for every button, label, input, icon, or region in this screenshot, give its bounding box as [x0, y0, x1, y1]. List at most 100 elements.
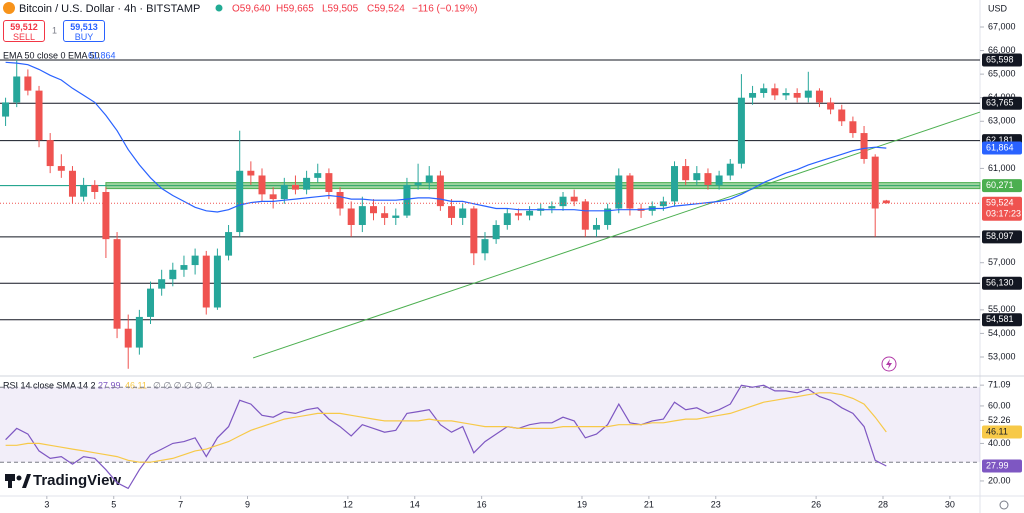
plot-layer	[0, 59, 981, 490]
candle-body	[514, 213, 522, 216]
ema-badge-bg	[982, 141, 1022, 155]
x-tick-label: 3	[44, 499, 49, 509]
y-tick-label: 66,000	[988, 45, 1016, 55]
candle-body	[570, 196, 578, 202]
candle-body	[682, 166, 690, 181]
x-tick-label: 19	[577, 499, 587, 509]
symbol-title: Bitcoin / U.S. Dollar · 4h · BITSTAMP	[19, 3, 200, 15]
sell-price: 59,512	[10, 22, 38, 32]
candle-body	[793, 92, 801, 98]
level-label-bg	[982, 230, 1022, 244]
candle-body	[180, 265, 188, 270]
level-label: 56,130	[986, 278, 1014, 288]
spread: 1	[52, 25, 57, 35]
candle-body	[392, 215, 400, 218]
candle-body	[258, 175, 266, 195]
ema-legend: EMA 50 close 0 EMA 50	[3, 50, 100, 60]
settings-icon[interactable]	[999, 500, 1009, 510]
candle-body	[737, 97, 745, 164]
candle-body	[202, 255, 210, 308]
candle-body	[882, 200, 890, 204]
candle-body	[804, 90, 812, 98]
candle-body	[369, 206, 377, 214]
candle-body	[325, 173, 333, 192]
candle-body	[604, 208, 612, 225]
logo-mark	[16, 475, 22, 481]
candle-body	[704, 173, 712, 185]
y-tick-label: 61,000	[988, 163, 1016, 173]
candle-body	[102, 191, 110, 240]
sell-button[interactable]: 59,512 SELL	[3, 20, 45, 42]
ohlc-high: H59,665	[276, 4, 314, 15]
candle-body	[35, 90, 43, 141]
rsi-badge: 27.99	[986, 460, 1009, 470]
candle-body	[782, 92, 790, 96]
candle-body	[671, 166, 679, 202]
candle-body	[303, 177, 311, 190]
level-label-bg	[982, 313, 1022, 327]
candle-body	[314, 173, 322, 178]
candle-body	[815, 90, 823, 103]
x-tick-label: 12	[343, 499, 353, 509]
candle-body	[347, 208, 355, 225]
countdown: 03:17:23	[986, 209, 1021, 219]
y-tick-label: 54,000	[988, 328, 1016, 338]
candle-body	[57, 166, 65, 171]
rsi-legend: RSI 14 close SMA 14 2	[3, 380, 96, 390]
rsi-tick-label: 60.00	[988, 400, 1011, 410]
candle-body	[548, 206, 556, 209]
rsi-legend-extra: ∅ ∅ ∅ ∅ ∅ ∅	[153, 380, 213, 390]
candle-body	[626, 175, 634, 209]
candle-body	[414, 182, 422, 185]
ohlc-change: −116 (−0.19%)	[412, 4, 477, 15]
candle-body	[358, 206, 366, 225]
level-label: 63,765	[986, 98, 1014, 108]
x-tick-label: 5	[111, 499, 116, 509]
x-tick-label: 9	[245, 499, 250, 509]
y-tick-label: 65,000	[988, 69, 1016, 79]
logo-text: TradingView	[33, 472, 121, 489]
y-tick-label: 53,000	[988, 351, 1016, 361]
x-tick-label: 7	[178, 499, 183, 509]
rsi-badge-bg	[982, 459, 1022, 473]
candle-body	[760, 88, 768, 93]
candle-body	[492, 224, 500, 240]
level-label: 54,581	[986, 314, 1014, 324]
rsi-badge-bg	[982, 425, 1022, 439]
x-tick-label: 28	[878, 499, 888, 509]
last-price-bg	[982, 196, 1022, 221]
candle-body	[147, 288, 155, 317]
candle-body	[225, 232, 233, 256]
candle-body	[448, 206, 456, 218]
candle-body	[615, 175, 623, 209]
candle-body	[213, 255, 221, 308]
y-tick-label: 57,000	[988, 257, 1016, 267]
trendline	[252, 111, 981, 359]
rsi-legend-value: 27.99	[98, 380, 121, 390]
rsi-sma-legend-value: 46.11	[125, 380, 147, 390]
candle-body	[191, 255, 199, 266]
currency: USD	[988, 3, 1008, 13]
x-tick-label: 14	[410, 499, 420, 509]
candle-body	[269, 194, 277, 200]
candle-body	[838, 109, 846, 122]
candle-body	[13, 76, 21, 103]
level-label: 58,097	[986, 231, 1014, 241]
ema-legend-value: 61,864	[88, 50, 116, 60]
candle-body	[749, 92, 757, 98]
x-tick-label: 16	[477, 499, 487, 509]
buy-label: BUY	[74, 32, 94, 42]
ema-line	[5, 61, 887, 213]
x-tick-label: 26	[811, 499, 821, 509]
candle-body	[2, 102, 10, 117]
zone-label: 60,271	[986, 180, 1014, 190]
buy-button[interactable]: 59,513 BUY	[63, 20, 105, 42]
candle-body	[403, 184, 411, 216]
candle-body	[726, 163, 734, 176]
y-tick-label: 63,000	[988, 116, 1016, 126]
y-tick-label: 67,000	[988, 21, 1016, 31]
candle-body	[827, 102, 835, 110]
candle-body	[659, 201, 667, 207]
